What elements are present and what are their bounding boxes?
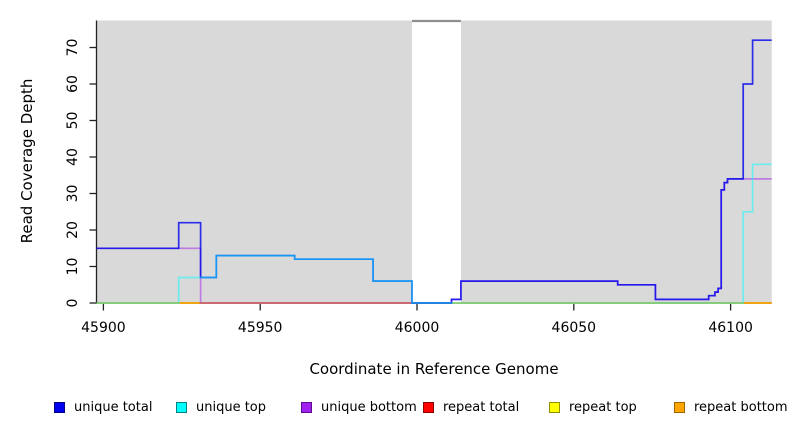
legend-swatch-icon bbox=[176, 401, 187, 413]
y-tick-label: 40 bbox=[65, 148, 81, 166]
x-tick-label: 45950 bbox=[238, 320, 283, 336]
legend-label: repeat top bbox=[569, 399, 637, 415]
x-tick-label: 46100 bbox=[708, 320, 753, 336]
x-axis-title: Coordinate in Reference Genome bbox=[309, 360, 558, 378]
legend-label: unique top bbox=[196, 399, 267, 415]
y-axis-title: Read Coverage Depth bbox=[18, 79, 36, 244]
y-tick-label: 10 bbox=[65, 258, 81, 276]
y-tick-label: 20 bbox=[65, 221, 81, 239]
plot-layer: 0 10 20 30 40 50 60 70 45900 45950 46000 46050 46100 bbox=[65, 19, 772, 336]
y-tick-label: 70 bbox=[65, 39, 81, 57]
legend-item-repeat-total: repeat total bbox=[423, 398, 519, 416]
legend-item-unique-top: unique top bbox=[176, 398, 266, 416]
x-tick-label: 45900 bbox=[81, 320, 126, 336]
x-tick-label: 46050 bbox=[552, 320, 597, 336]
legend-label: repeat total bbox=[443, 399, 520, 415]
legend-label: unique bottom bbox=[321, 399, 417, 415]
y-tick-label: 30 bbox=[65, 185, 81, 203]
y-tick-label: 50 bbox=[65, 112, 81, 130]
legend-swatch-icon bbox=[54, 401, 65, 413]
legend-item-repeat-bottom: repeat bottom bbox=[674, 398, 788, 416]
legend-item-unique-total: unique total bbox=[54, 398, 152, 416]
legend: unique total unique top unique bottom repea… bbox=[0, 394, 792, 424]
legend-label: unique total bbox=[74, 399, 153, 415]
legend-label: repeat bottom bbox=[694, 399, 788, 415]
legend-swatch-icon bbox=[549, 401, 560, 413]
legend-swatch-icon bbox=[674, 401, 685, 413]
y-tick-label: 0 bbox=[65, 299, 81, 308]
legend-swatch-icon bbox=[301, 401, 312, 413]
masked-region bbox=[411, 19, 461, 303]
x-tick-label: 46000 bbox=[395, 320, 440, 336]
coverage-chart: 0 10 20 30 40 50 60 70 45900 45950 46000 46050 46100… bbox=[18, 19, 772, 378]
legend-item-repeat-top: repeat top bbox=[549, 398, 637, 416]
series-unique-top bbox=[96, 163, 772, 304]
legend-item-unique-bottom: unique bottom bbox=[301, 398, 417, 416]
y-tick-label: 60 bbox=[65, 75, 81, 93]
legend-swatch-icon bbox=[423, 401, 434, 413]
